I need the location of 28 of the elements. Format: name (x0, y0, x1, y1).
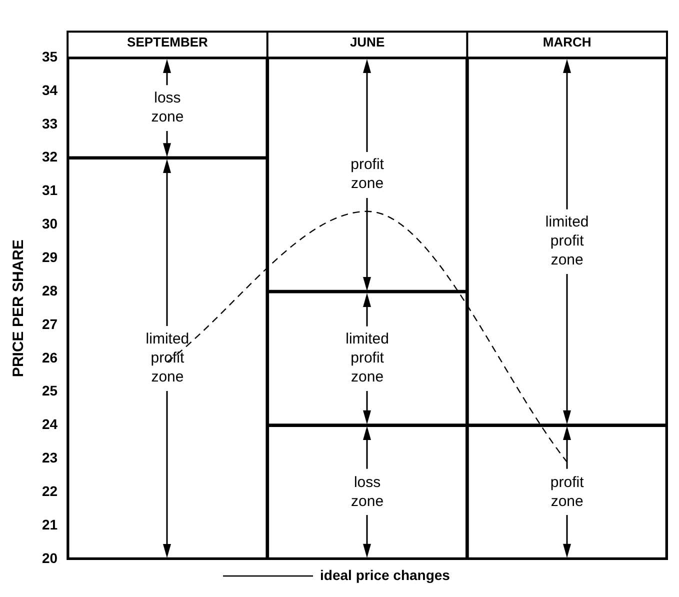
y-tick-label: 35 (42, 48, 58, 64)
y-tick-label: 34 (42, 82, 58, 98)
y-tick-label: 20 (42, 550, 58, 566)
annotation: loss zone (351, 474, 384, 510)
y-tick-label: 28 (42, 282, 58, 298)
y-tick-label: 21 (42, 516, 58, 532)
y-tick-label: 30 (42, 216, 58, 232)
y-tick-label: 25 (42, 382, 58, 399)
y-tick-label: 33 (42, 115, 58, 132)
annotation: limited profit zone (545, 214, 589, 269)
annotation: loss zone (151, 89, 184, 126)
y-tick-label: 31 (42, 182, 58, 198)
y-tick-label: 26 (42, 349, 58, 366)
y-tick-label: 32 (42, 148, 58, 165)
legend-label: ideal price changes (320, 566, 450, 583)
y-tick-label: 27 (42, 316, 58, 332)
y-tick-label: 23 (42, 450, 58, 466)
x-tick-label: SEPTEMBER (127, 34, 209, 50)
annotation: profit zone (550, 474, 585, 510)
annotation: limited profit zone (346, 330, 389, 386)
x-tick-label: MARCH (542, 34, 592, 50)
annotation: profit zone (350, 156, 385, 192)
y-tick-label: 24 (42, 416, 58, 432)
x-tick-label: JUNE (350, 34, 385, 50)
annotation: limited profit zone (146, 330, 190, 386)
y-tick-label: 22 (42, 483, 58, 500)
y-tick-label: 29 (42, 249, 58, 266)
y-axis-title: PRICE PER SHARE (10, 240, 28, 378)
